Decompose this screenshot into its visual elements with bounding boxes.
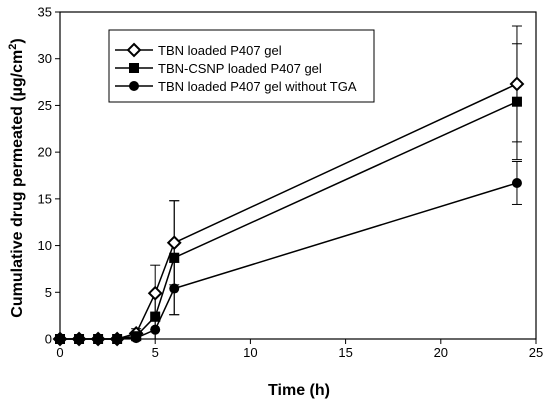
data-point-diamond <box>147 285 163 301</box>
axes: 0 5 10 15 20 25 0 5 10 15 20 25 30 35 <box>38 5 544 361</box>
data-point-circle <box>55 334 65 344</box>
legend-label-2: TBN-CSNP loaded P407 gel <box>158 61 322 76</box>
series-line-1 <box>60 83 518 340</box>
y-tick-label: 35 <box>38 5 52 20</box>
y-tick-label: 30 <box>38 51 52 66</box>
data-point-circle <box>511 177 522 188</box>
data-point-square <box>169 252 180 263</box>
data-point-circle <box>74 334 85 344</box>
y-tick-label: 5 <box>45 285 52 300</box>
legend-entry-1: TBN loaded P407 gel <box>115 42 282 58</box>
legend-entry-3: TBN loaded P407 gel without TGA <box>115 79 357 94</box>
x-tick-label: 0 <box>56 345 63 360</box>
data-point-diamond <box>166 235 182 251</box>
y-axis-label: Cumulative drug permeated (µg/cm2) <box>7 38 26 317</box>
series-lines <box>60 83 518 340</box>
legend: TBN loaded P407 gel TBN-CSNP loaded P407… <box>108 29 375 103</box>
data-point-circle <box>93 334 104 344</box>
data-point-square <box>511 96 522 107</box>
y-axis-label-close: ) <box>9 38 26 43</box>
data-point-circle <box>112 334 123 344</box>
data-point-circle <box>150 324 161 335</box>
legend-label-3: TBN loaded P407 gel without TGA <box>158 79 357 94</box>
y-tick-label: 15 <box>38 191 52 206</box>
y-tick-label: 20 <box>38 145 52 160</box>
series-line-2 <box>60 101 518 340</box>
legend-box <box>108 29 375 103</box>
y-tick-label: 10 <box>38 238 52 253</box>
y-axis-label-main: Cumulative drug permeated (µg/cm <box>9 50 26 318</box>
legend-label-1: TBN loaded P407 gel <box>158 43 282 58</box>
data-point-circle <box>169 283 180 294</box>
data-point-square <box>150 311 161 322</box>
x-tick-label: 25 <box>529 345 543 360</box>
plot-frame <box>59 11 537 340</box>
y-axis-label-superscript: 2 <box>7 44 19 50</box>
y-tick-label: 0 <box>45 332 52 347</box>
data-point-circle <box>131 333 142 344</box>
series-markers <box>52 76 525 347</box>
x-tick-label: 15 <box>338 345 352 360</box>
legend-entry-2: TBN-CSNP loaded P407 gel <box>115 61 322 76</box>
legend-marker-circle <box>129 81 139 91</box>
x-tick-label: 5 <box>152 345 159 360</box>
data-point-diamond <box>509 76 525 92</box>
x-tick-label: 20 <box>434 345 448 360</box>
legend-marker-diamond <box>126 42 142 58</box>
y-tick-label: 25 <box>38 98 52 113</box>
x-axis-label: Time (h) <box>268 382 330 399</box>
x-tick-label: 10 <box>243 345 257 360</box>
legend-marker-square <box>129 63 139 73</box>
